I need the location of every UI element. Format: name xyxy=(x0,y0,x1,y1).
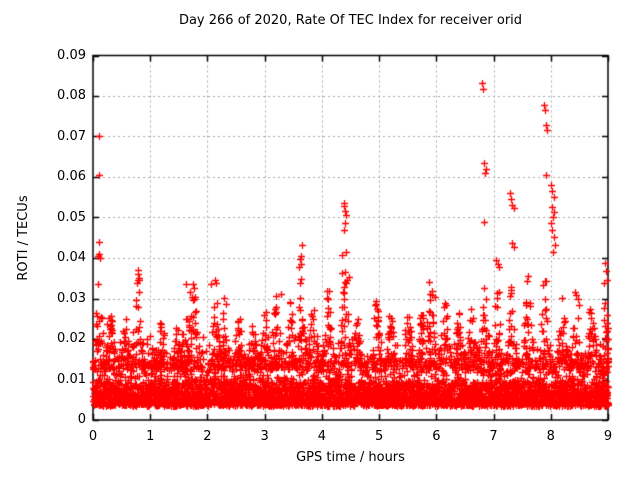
x-tick-label: 2 xyxy=(203,429,212,444)
x-tick-label: 4 xyxy=(317,429,327,444)
y-axis-label: ROTI / TECUs xyxy=(16,195,31,281)
x-tick-label: 3 xyxy=(260,429,269,444)
y-tick-label: 0.04 xyxy=(57,250,86,265)
y-tick-label: 0.02 xyxy=(57,331,86,346)
x-tick-label: 8 xyxy=(546,429,555,444)
x-tick-label: 6 xyxy=(432,429,441,444)
y-tick-label: 0.01 xyxy=(57,371,86,387)
y-tick-label: 0.08 xyxy=(57,88,86,103)
y-tick-label: 0 xyxy=(77,412,86,427)
y-tick-label: 0.07 xyxy=(57,128,86,144)
chart-title: Day 266 of 2020, Rate Of TEC Index for r… xyxy=(178,13,523,28)
x-tick-label: 5 xyxy=(374,429,384,444)
x-tick-label: 1 xyxy=(146,429,155,444)
x-tick-label: 7 xyxy=(489,429,498,444)
y-tick-label: 0.03 xyxy=(57,290,86,306)
y-tick-label: 0.06 xyxy=(57,169,86,184)
x-tick-label: 9 xyxy=(603,429,613,444)
x-axis-label: GPS time / hours xyxy=(296,450,405,465)
y-tick-label: 0.09 xyxy=(57,47,86,63)
x-tick-label: 0 xyxy=(88,429,98,444)
y-tick-label: 0.05 xyxy=(57,209,86,225)
